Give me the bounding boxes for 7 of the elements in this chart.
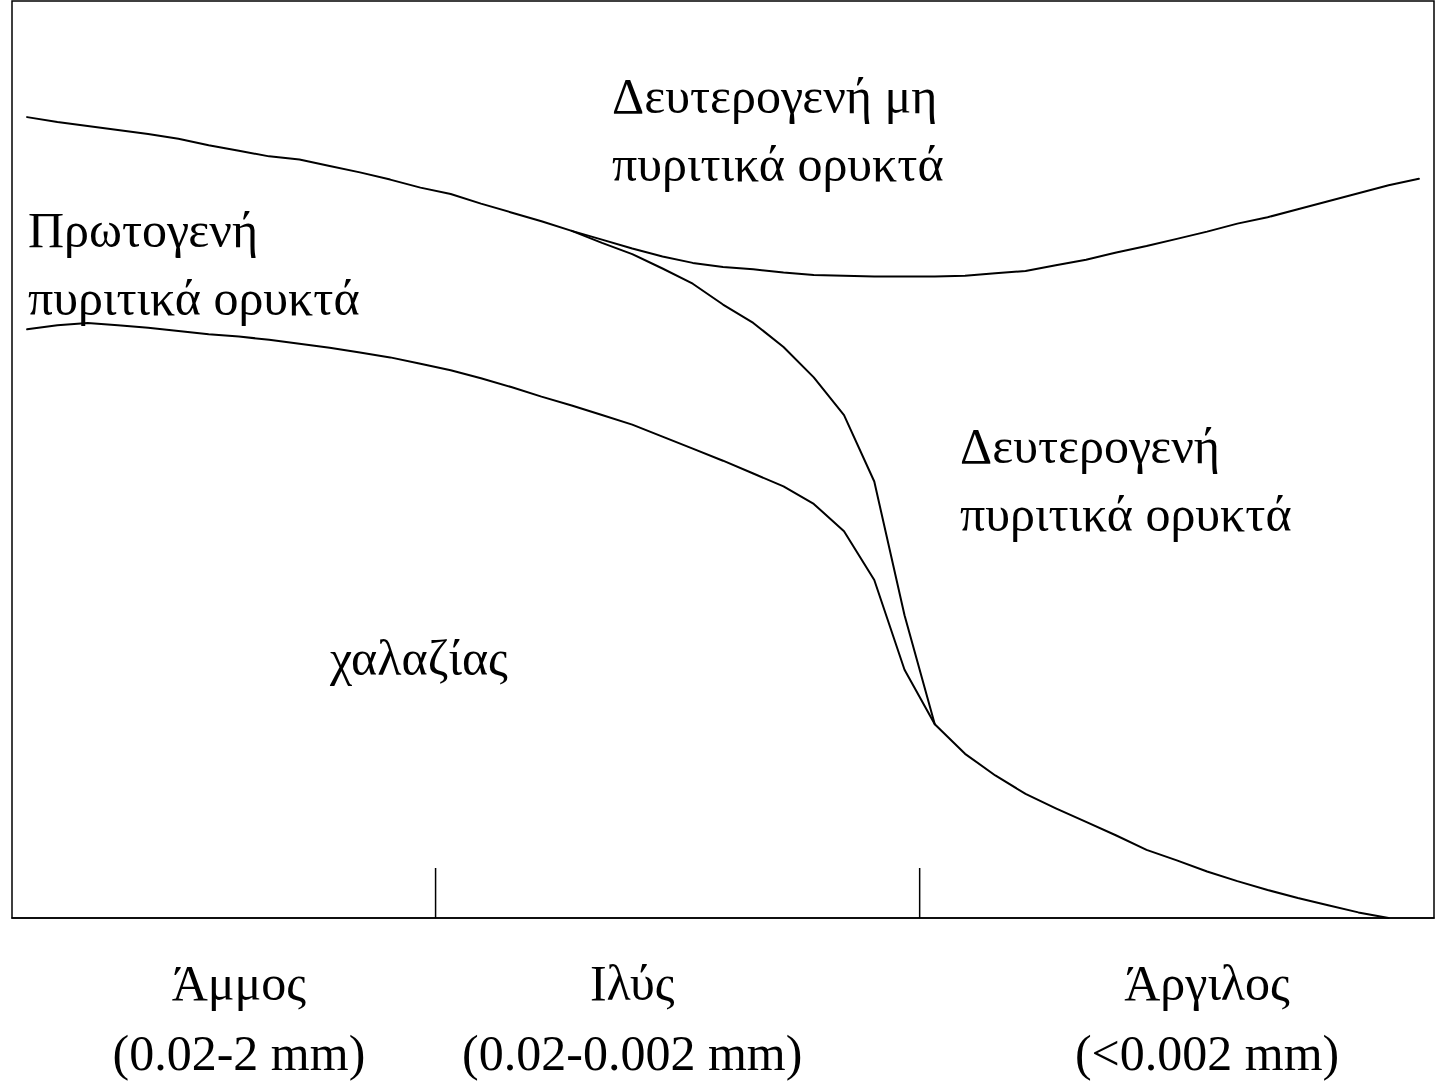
x-tick-label: Ιλύς (0.02-0.002 mm) [462,955,803,1081]
annotation: Δευτερογενή πυριτικά ορυκτά [960,418,1292,542]
x-tick-label: Άμμος (0.02-2 mm) [112,955,366,1081]
annotation: χαλαζίας [329,630,509,686]
annotation: Πρωτογενή πυριτικά ορυκτά [28,202,360,326]
x-tick-label: Άργιλος (<0.002 mm) [1074,955,1340,1081]
annotation: Δευτερογενή μη πυριτικά ορυκτά [612,68,944,192]
